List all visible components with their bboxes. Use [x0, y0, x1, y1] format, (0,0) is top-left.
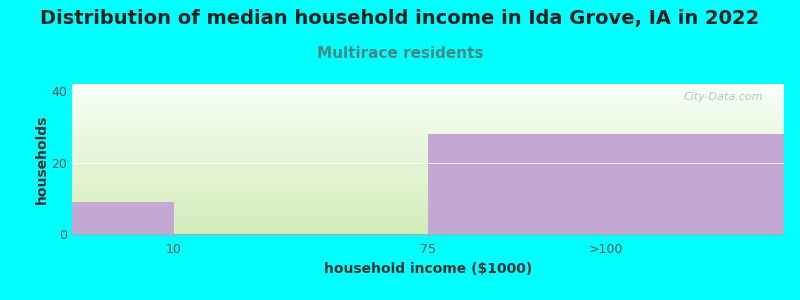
Text: Multirace residents: Multirace residents — [317, 46, 483, 62]
Text: City-Data.com: City-Data.com — [683, 92, 762, 101]
Bar — [428, 134, 784, 234]
Text: Distribution of median household income in Ida Grove, IA in 2022: Distribution of median household income … — [40, 9, 760, 28]
Y-axis label: households: households — [34, 114, 49, 204]
Bar — [72, 202, 174, 234]
X-axis label: household income ($1000): household income ($1000) — [324, 262, 532, 276]
